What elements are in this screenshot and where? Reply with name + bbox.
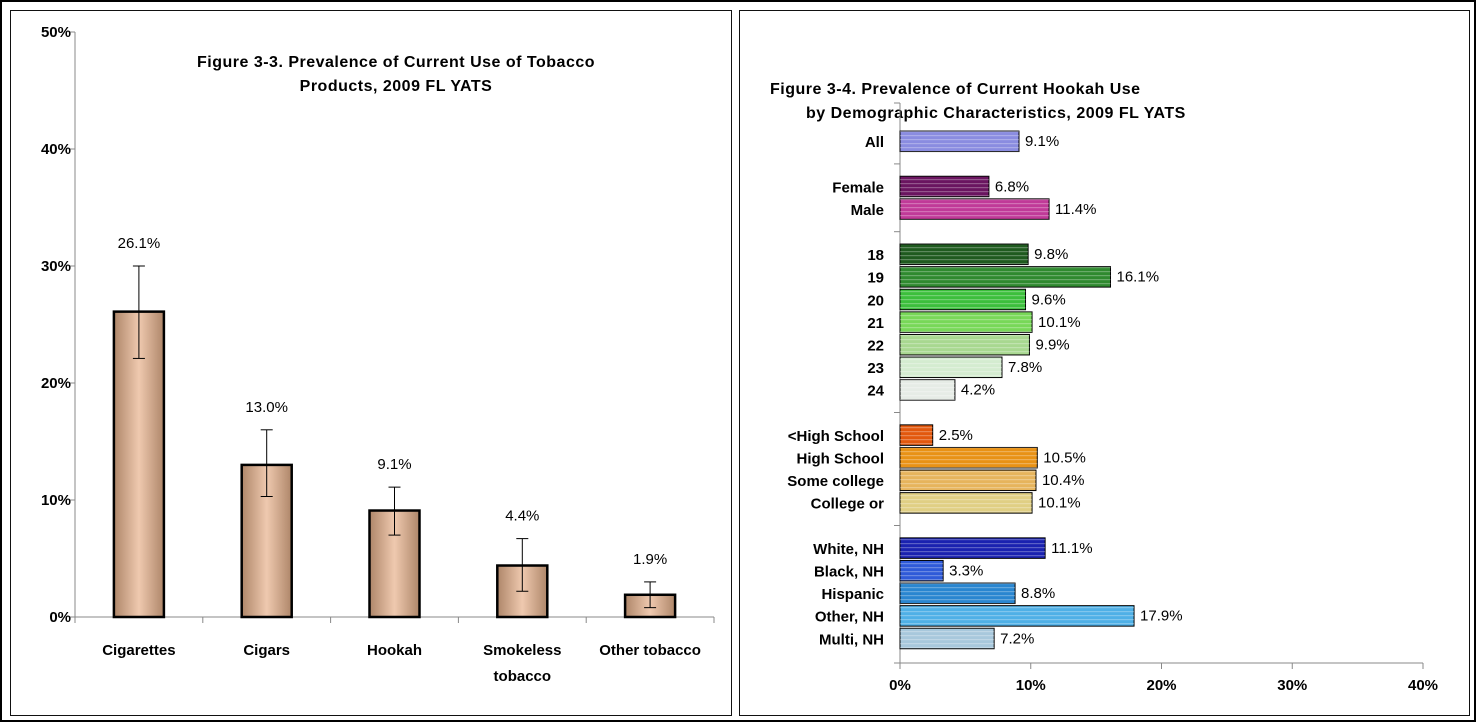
data-label: 17.9% <box>1140 608 1183 625</box>
category-label: All <box>865 134 884 151</box>
data-label: 3.3% <box>949 562 983 579</box>
category-label: 18 <box>867 247 884 264</box>
data-label: 11.4% <box>1055 201 1096 218</box>
category-label: Smokeless <box>483 642 561 659</box>
data-label: 10.4% <box>1042 472 1085 489</box>
category-label: 19 <box>867 270 884 287</box>
data-label: 1.9% <box>633 551 667 568</box>
bar-sheen <box>900 379 955 401</box>
bar-sheen <box>900 605 1135 627</box>
category-label: <High School <box>788 428 884 445</box>
category-label: 24 <box>867 383 884 400</box>
data-label: 9.9% <box>1035 336 1069 353</box>
category-label: Multi, NH <box>819 631 884 648</box>
bar-sheen <box>900 583 1016 604</box>
category-label: Some college <box>787 473 884 490</box>
category-label: Cigars <box>243 642 290 659</box>
x-tick-label: 0% <box>889 677 911 694</box>
bar-sheen <box>900 424 933 446</box>
data-label: 10.1% <box>1038 314 1081 331</box>
data-label: 9.8% <box>1034 246 1068 263</box>
data-label: 2.5% <box>939 427 973 444</box>
category-label: tobacco <box>494 668 552 685</box>
hookah-demographics-panel: Figure 3-4. Prevalence of Current Hookah… <box>739 10 1470 716</box>
data-label: 16.1% <box>1117 269 1160 286</box>
data-label: 7.8% <box>1008 359 1042 376</box>
bar-sheen <box>900 244 1029 265</box>
data-label: 4.2% <box>961 382 995 399</box>
data-label: 26.1% <box>118 235 161 252</box>
data-label: 13.0% <box>245 399 288 416</box>
category-label: 22 <box>867 337 884 354</box>
bar-sheen <box>900 289 1026 310</box>
data-label: 9.1% <box>377 456 411 473</box>
data-label: 6.8% <box>995 178 1029 195</box>
tobacco-products-panel: Figure 3-3. Prevalence of Current Use of… <box>10 10 732 716</box>
data-label: 8.8% <box>1021 585 1055 602</box>
data-label: 7.2% <box>1000 630 1034 647</box>
chart-title-line-2: by Demographic Characteristics, 2009 FL … <box>806 105 1186 122</box>
bar-cigars <box>240 463 293 619</box>
y-tick-label: 50% <box>41 24 71 41</box>
bar-sheen <box>900 357 1002 378</box>
category-label: High School <box>797 450 885 467</box>
category-label: Other, NH <box>815 609 884 626</box>
chart-title-line-2: Products, 2009 FL YATS <box>300 78 493 95</box>
bar-sheen <box>900 176 989 197</box>
y-tick-label: 40% <box>41 141 71 158</box>
x-tick-label: 10% <box>1016 677 1046 694</box>
data-label: 9.6% <box>1032 291 1066 308</box>
bar-sheen <box>900 470 1036 491</box>
category-label: Cigarettes <box>102 642 175 659</box>
data-label: 11.1% <box>1051 540 1092 557</box>
y-tick-label: 30% <box>41 258 71 275</box>
bar-sheen <box>900 266 1111 288</box>
hookah-demographics-chart: Figure 3-4. Prevalence of Current Hookah… <box>770 81 1438 694</box>
x-tick-label: 30% <box>1277 677 1307 694</box>
category-label: 21 <box>867 315 884 332</box>
data-label: 9.1% <box>1025 133 1059 150</box>
bar-sheen <box>900 447 1038 468</box>
category-label: Other tobacco <box>599 642 701 659</box>
chart-title-line-1: Figure 3-3. Prevalence of Current Use of… <box>197 54 595 71</box>
data-label: 10.1% <box>1038 495 1081 512</box>
category-label: Black, NH <box>814 563 884 580</box>
y-tick-label: 20% <box>41 375 71 392</box>
category-label: Male <box>851 202 884 219</box>
x-tick-label: 20% <box>1146 677 1176 694</box>
bar-sheen <box>900 198 1050 220</box>
data-label: 4.4% <box>505 508 539 525</box>
y-tick-label: 0% <box>49 609 71 626</box>
bar-cigarettes <box>112 310 166 619</box>
category-label: White, NH <box>813 541 884 558</box>
category-label: College or <box>811 496 885 513</box>
y-tick-label: 10% <box>41 492 71 509</box>
category-label: 23 <box>867 360 884 377</box>
bar-sheen <box>900 131 1019 152</box>
data-label: 10.5% <box>1043 449 1086 466</box>
category-label: 20 <box>867 292 884 309</box>
x-tick-label: 40% <box>1408 677 1438 694</box>
bar-sheen <box>900 628 995 649</box>
category-label: Hispanic <box>821 586 884 603</box>
bar-sheen <box>900 334 1030 355</box>
bar-sheen <box>900 537 1046 559</box>
category-label: Female <box>832 179 884 196</box>
bar-sheen <box>900 311 1033 333</box>
category-label: Hookah <box>367 642 422 659</box>
bar-sheen <box>900 492 1033 514</box>
bar-sheen <box>900 560 944 581</box>
tobacco-products-chart: Figure 3-3. Prevalence of Current Use of… <box>41 24 715 685</box>
chart-title-line-1: Figure 3-4. Prevalence of Current Hookah… <box>770 81 1141 98</box>
